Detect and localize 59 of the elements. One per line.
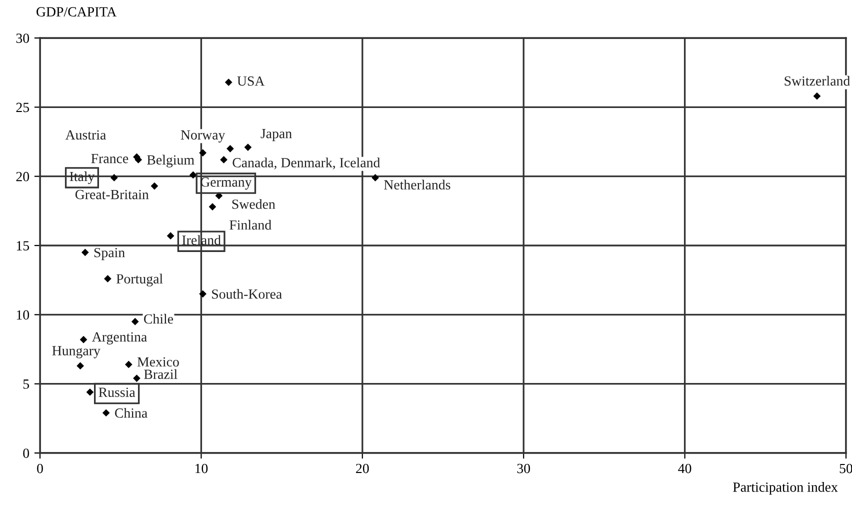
annotation: Canada, Denmark, Iceland — [232, 158, 380, 170]
annotation: Switzerland — [784, 76, 850, 86]
annotation: Chile — [144, 314, 174, 324]
annotation: Belgium — [147, 154, 194, 168]
point — [189, 171, 197, 179]
annotation: Finland — [230, 220, 272, 230]
y-tick-label: 10 — [16, 310, 30, 320]
point — [81, 248, 89, 256]
annotation: Sweden — [232, 199, 276, 209]
annotation: Japan — [260, 129, 292, 142]
y-tick-label: 15 — [16, 241, 30, 250]
point — [131, 318, 139, 326]
annotation: Portugal — [116, 274, 163, 286]
point — [102, 409, 110, 417]
annotation: Netherlands — [384, 180, 450, 190]
point — [244, 144, 252, 151]
y-axis-title: GDP/CAPITA — [36, 7, 117, 17]
point — [124, 360, 132, 368]
point — [199, 290, 206, 298]
point — [166, 232, 174, 240]
point — [150, 182, 158, 190]
point — [199, 149, 206, 156]
annotation: Spain — [94, 248, 125, 260]
point — [813, 92, 821, 100]
x-tick-label: 10 — [195, 464, 208, 474]
annotation: Great-Britain — [75, 190, 149, 200]
annotation: Norway — [180, 130, 226, 142]
annotation: Argentina — [92, 332, 147, 344]
point — [208, 203, 216, 210]
point — [224, 78, 232, 86]
point — [372, 174, 379, 182]
annotation: France — [91, 154, 128, 164]
point — [80, 336, 88, 344]
y-tick-label: 0 — [23, 448, 30, 458]
point — [76, 362, 84, 370]
x-axis-title: Participation index — [733, 482, 838, 495]
annotation: South-Korea — [212, 289, 282, 299]
x-tick-label: 50 — [840, 464, 852, 474]
annotation: Hungary — [52, 346, 100, 358]
annotation: Russia — [98, 388, 136, 397]
y-tick-label: 25 — [16, 102, 30, 112]
y-tick-label: 5 — [23, 380, 30, 389]
x-tick-label: 20 — [356, 464, 369, 474]
point — [110, 174, 118, 182]
y-tick-label: 20 — [16, 172, 30, 182]
annotation: Austria — [65, 130, 106, 140]
annotation: China — [114, 408, 148, 418]
point — [220, 156, 228, 164]
point — [226, 144, 234, 152]
annotation: Mexico — [137, 357, 179, 367]
x-tick-label: 30 — [517, 464, 530, 474]
y-tick-label: 30 — [16, 34, 30, 43]
point — [104, 275, 112, 282]
annotation: Brazil — [144, 369, 178, 379]
point — [86, 388, 94, 396]
x-tick-label: 40 — [678, 464, 692, 474]
annotation: USA — [237, 76, 265, 86]
x-tick-label: 0 — [37, 464, 43, 474]
point — [133, 374, 140, 382]
